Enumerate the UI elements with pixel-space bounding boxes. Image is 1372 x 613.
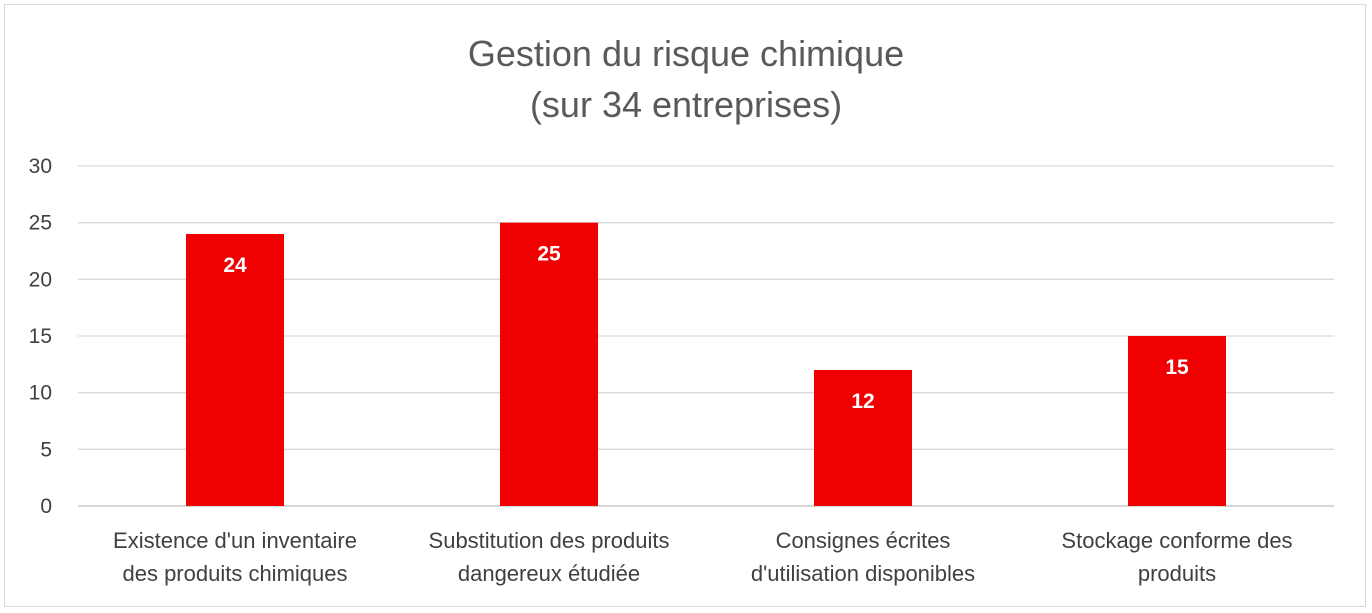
category-label: dangereux étudiée <box>458 561 640 586</box>
bar <box>1128 336 1226 506</box>
y-axis-ticks: 0 5 10 15 20 25 30 <box>29 155 52 518</box>
bar <box>814 370 912 506</box>
y-tick-label: 30 <box>29 155 52 178</box>
y-tick-label: 10 <box>29 382 52 405</box>
category-label: Existence d'un inventaire <box>113 528 357 553</box>
data-label: 24 <box>223 254 247 277</box>
category-label: Consignes écrites <box>776 528 951 553</box>
category-label: d'utilisation disponibles <box>751 561 975 586</box>
y-tick-label: 5 <box>40 438 52 461</box>
data-label: 25 <box>537 243 561 266</box>
bar <box>500 222 598 506</box>
category-label: Stockage conforme des <box>1061 528 1292 553</box>
data-label: 15 <box>1165 356 1189 379</box>
category-label: des produits chimiques <box>122 561 347 586</box>
chart-subtitle: (sur 34 entreprises) <box>530 84 842 125</box>
data-labels: 24 25 12 15 <box>223 243 1189 413</box>
bars <box>186 222 1226 506</box>
y-tick-label: 20 <box>29 268 52 291</box>
category-label: Substitution des produits <box>429 528 670 553</box>
chart-title: Gestion du risque chimique <box>468 33 904 74</box>
category-label: produits <box>1138 561 1216 586</box>
x-axis-labels: Existence d'un inventaire des produits ch… <box>113 528 1293 586</box>
y-tick-label: 0 <box>40 495 52 518</box>
data-label: 12 <box>851 390 874 413</box>
y-tick-label: 15 <box>29 325 52 348</box>
y-tick-label: 25 <box>29 212 52 235</box>
gridlines <box>78 165 1334 507</box>
bar <box>186 234 284 506</box>
